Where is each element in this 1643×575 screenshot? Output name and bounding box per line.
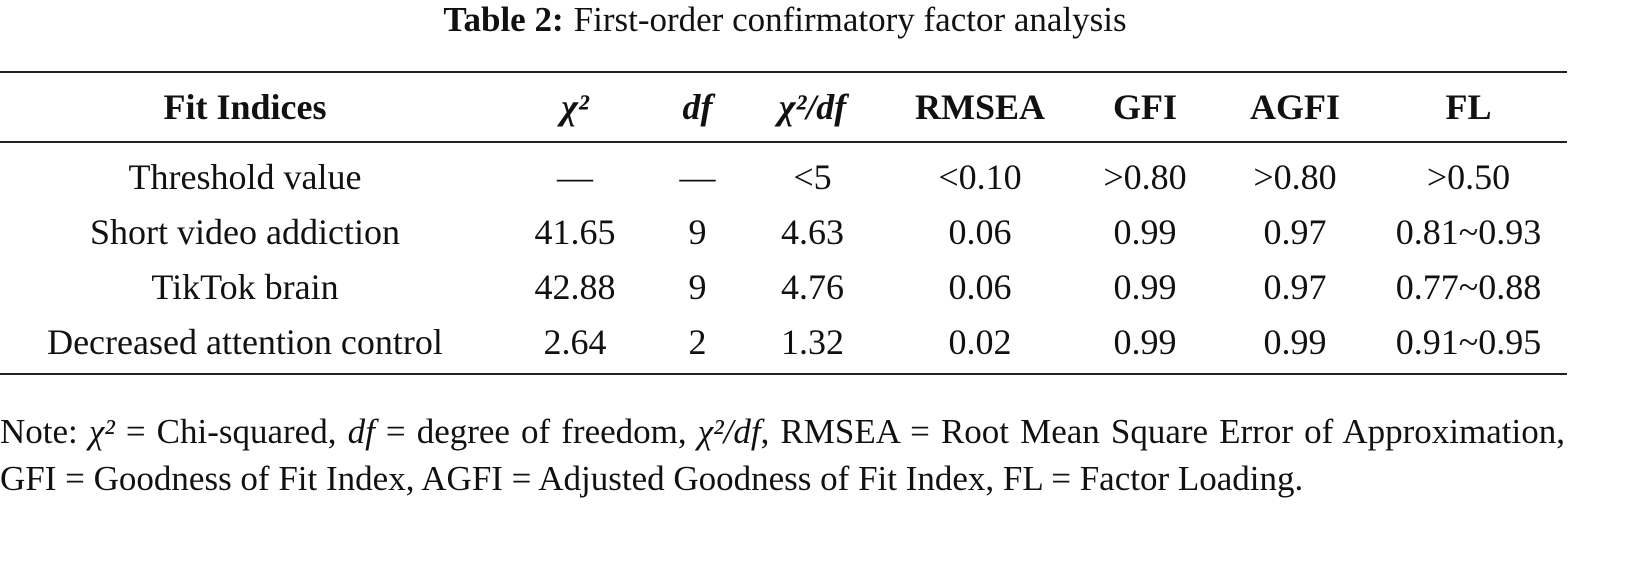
row-label: Decreased attention control [47,321,443,362]
data-cell: 0.99 [1263,321,1327,362]
table-caption: Table 2: First-order confirmatory factor … [0,0,1570,40]
header-cell: χ²/df [735,72,890,143]
data-cell: 41.65 [534,211,616,252]
table-body: Threshold value — — <5 <0.10 >0.80 >0.80 >0.50 S… [0,142,1567,374]
data-cell: >0.50 [1426,156,1511,197]
fit-table: Fit Indices χ² df χ²/df RMSEA GFI AGFI FL Thres… [0,71,1567,375]
table-note: Note: χ² = Chi-squared, df = degree of f… [0,408,1565,502]
note-text: = Chi-squared, [114,412,348,451]
header-cell: GFI [1070,72,1220,143]
data-cell: 9 [688,266,707,307]
data-cell: <5 [793,156,832,197]
data-cell: 0.97 [1263,211,1327,252]
data-cell: 9 [688,211,707,252]
data-cell: >0.80 [1253,156,1337,197]
data-cell: 2 [688,321,707,362]
data-cell: 0.06 [948,211,1012,252]
data-cell: 0.91~0.95 [1395,321,1542,362]
data-cell: — [679,156,716,197]
table-row: TikTok brain 42.88 9 4.76 0.06 0.99 0.97 0.77~0… [0,259,1567,314]
table-row: Decreased attention control 2.64 2 1.32 0.02… [0,314,1567,374]
note-text: χ² [88,412,115,451]
header-cell: FL [1370,72,1567,143]
caption-text: First-order confirmatory factor analysis [573,0,1127,39]
data-cell: 0.99 [1113,266,1177,307]
row-label: Threshold value [128,156,362,197]
header-cell: χ² [490,72,660,143]
note-text: df [347,412,375,451]
row-label: Short video addiction [90,211,400,252]
data-cell: — [557,156,593,197]
data-cell: 42.88 [534,266,616,307]
table-row: Short video addiction 41.65 9 4.63 0.06 0.99 0… [0,204,1567,259]
note-text: χ²/df [697,412,761,451]
header-row: Fit Indices χ² df χ²/df RMSEA GFI AGFI FL [0,72,1567,143]
data-cell: 0.99 [1113,211,1177,252]
header-cell: RMSEA [890,72,1070,143]
note-text: Note: [0,412,89,451]
data-cell: 0.06 [948,266,1012,307]
data-cell: 4.63 [781,211,844,252]
header-cell: df [660,72,735,143]
data-cell: 4.76 [781,266,844,307]
data-cell: 0.81~0.93 [1395,211,1542,252]
header-cell: AGFI [1220,72,1370,143]
data-cell: <0.10 [938,156,1022,197]
row-label: TikTok brain [151,266,339,307]
data-cell: 0.77~0.88 [1395,266,1542,307]
data-cell: 2.64 [543,321,607,362]
data-cell: 1.32 [781,321,844,362]
note-text: , RMSEA = Root Mean Square Error of Appr… [0,412,1565,498]
header-cell: Fit Indices [0,72,490,143]
data-cell: 0.97 [1263,266,1327,307]
note-text: = degree of freedom, [374,412,698,451]
data-cell: 0.99 [1113,321,1177,362]
data-cell: >0.80 [1103,156,1187,197]
table-row: Threshold value — — <5 <0.10 >0.80 >0.80 >0.50 [0,142,1567,204]
data-cell: 0.02 [948,321,1012,362]
caption-label: Table 2: [443,0,564,39]
